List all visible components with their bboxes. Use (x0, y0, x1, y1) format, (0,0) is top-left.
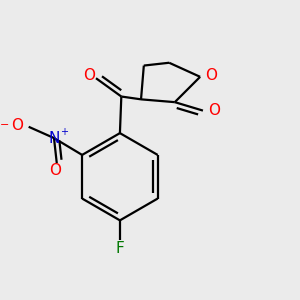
Text: O: O (50, 163, 61, 178)
Text: −: − (0, 120, 9, 130)
Text: N: N (48, 130, 60, 146)
Text: F: F (116, 241, 124, 256)
Text: O: O (206, 68, 218, 83)
Text: +: + (60, 128, 68, 137)
Text: O: O (83, 68, 95, 83)
Text: O: O (208, 103, 220, 118)
Text: O: O (11, 118, 23, 133)
